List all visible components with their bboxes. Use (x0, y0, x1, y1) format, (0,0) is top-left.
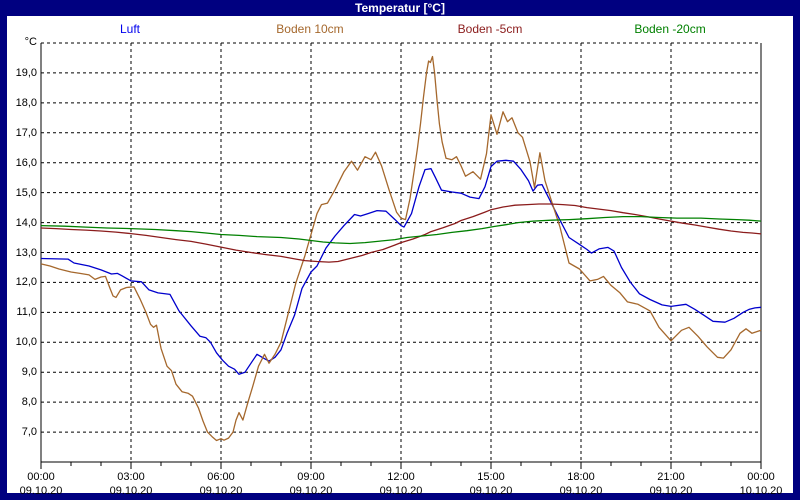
chart-panel: Luft Boden 10cm Boden -5cm Boden -20cm °… (7, 16, 793, 497)
y-axis-label-10: 10,0 (15, 336, 37, 349)
y-axis-label-9: 9,0 (21, 366, 37, 379)
y-axis-label-19: 19,0 (15, 66, 37, 79)
x-axis-date-3: 09.10.20 (109, 485, 153, 497)
series-line-boden-10cm (40, 55, 762, 442)
chart-area: °C 19,0 18,0 17,0 16,0 15,0 14,0 13,0 12,0 11,0 10… (7, 16, 793, 497)
title-bar: Temperatur [°C] (0, 0, 800, 16)
legend-item-boden-20cm: Boden -20cm (634, 22, 706, 36)
x-axis-time-6: 06:00 (207, 471, 235, 483)
x-axis-date-0: 09.10.20 (19, 485, 63, 497)
y-axis-label-18: 18,0 (15, 96, 37, 109)
temperature-line-chart (40, 42, 762, 469)
y-axis-label-14: 14,0 (15, 216, 37, 229)
x-axis-date-18: 09.10.20 (559, 485, 603, 497)
x-axis-date-15: 09.10.20 (469, 485, 513, 497)
y-axis-label-11: 11,0 (16, 306, 37, 319)
y-axis-label-8: 8,0 (21, 396, 37, 409)
y-axis-label-17: 17,0 (15, 126, 37, 139)
x-axis-time-9: 09:00 (297, 471, 325, 483)
x-axis-date-24: 10.10.20 (739, 485, 783, 497)
x-axis-date-21: 09.10.20 (649, 485, 693, 497)
x-axis-date-6: 09.10.20 (199, 485, 243, 497)
y-axis-label-12: 12,0 (15, 276, 37, 289)
y-axis-unit: °C (24, 36, 37, 48)
x-axis-date-12: 09.10.20 (379, 485, 423, 497)
x-axis-time-0: 00:00 (27, 471, 55, 483)
legend-item-boden-5cm: Boden -5cm (457, 22, 523, 36)
x-axis-time-24: 00:00 (747, 471, 775, 483)
y-axis-label-16: 16,0 (15, 156, 37, 169)
window-title: Temperatur [°C] (355, 1, 445, 15)
series-line-luft (40, 159, 762, 375)
x-axis-time-15: 15:00 (477, 471, 505, 483)
y-axis-label-7: 7,0 (21, 426, 37, 439)
x-axis-time-3: 03:00 (117, 471, 145, 483)
legend-item-boden10cm: Boden 10cm (276, 22, 344, 36)
legend-item-luft: Luft (119, 22, 140, 36)
y-axis-label-13: 13,0 (15, 246, 37, 259)
y-axis-label-15: 15,0 (15, 186, 37, 199)
series-line-boden--20cm (40, 215, 762, 245)
legend: Luft Boden 10cm Boden -5cm Boden -20cm (40, 22, 760, 38)
x-axis-time-21: 21:00 (657, 471, 685, 483)
x-axis-time-18: 18:00 (567, 471, 595, 483)
x-axis-time-12: 12:00 (387, 471, 415, 483)
x-axis-date-9: 09.10.20 (289, 485, 333, 497)
